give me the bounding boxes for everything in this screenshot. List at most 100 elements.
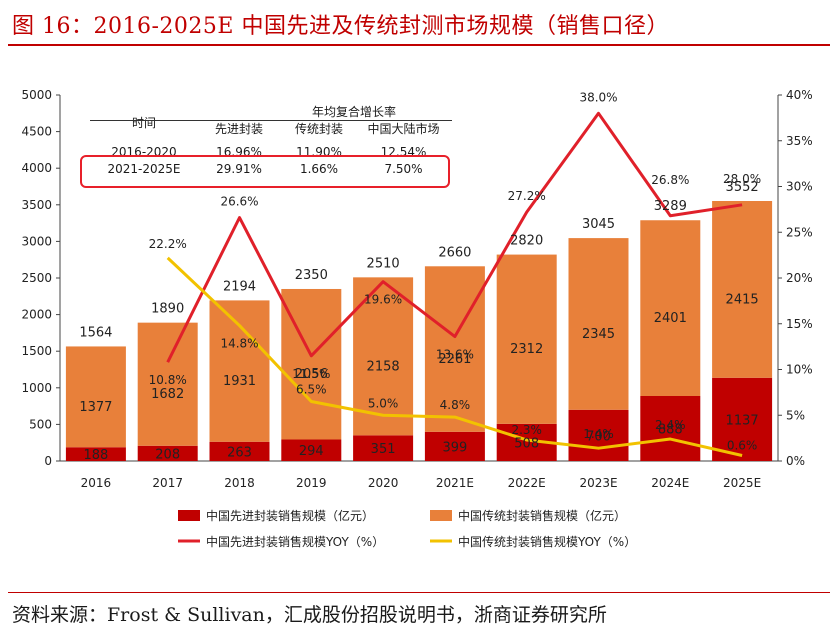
label-total: 1564 xyxy=(79,325,112,340)
label-traditional-yoy: 14.8% xyxy=(220,337,258,351)
x-tick-label: 2016 xyxy=(81,476,112,490)
label-traditional-yoy: 22.2% xyxy=(149,237,187,251)
cagr-row2-period: 2021-2025E xyxy=(107,162,181,176)
cagr-row2-mainland: 7.50% xyxy=(384,162,423,176)
left-tick-label: 5000 xyxy=(21,88,52,102)
left-tick-label: 0 xyxy=(44,454,52,468)
right-tick-label: 0% xyxy=(786,454,805,468)
x-tick-label: 2023E xyxy=(579,476,617,490)
right-tick-label: 5% xyxy=(786,408,805,422)
right-tick-label: 15% xyxy=(786,317,813,331)
label-traditional: 1682 xyxy=(151,387,184,402)
label-traditional-yoy: 2.4% xyxy=(655,418,686,432)
label-traditional-yoy: 4.8% xyxy=(440,398,471,412)
bar-traditional xyxy=(65,346,126,448)
x-tick-label: 2021E xyxy=(436,476,474,490)
label-traditional: 2158 xyxy=(367,359,400,374)
cagr-col-traditional: 传统封装 xyxy=(294,122,343,136)
bar-traditional xyxy=(209,300,270,442)
x-tick-label: 2024E xyxy=(651,476,689,490)
left-tick-label: 3000 xyxy=(21,234,52,248)
right-tick-label: 10% xyxy=(786,363,813,377)
cagr-header-rule xyxy=(90,120,452,121)
bar-traditional xyxy=(281,288,342,440)
label-traditional-yoy: 1.4% xyxy=(583,427,614,441)
label-total: 3552 xyxy=(726,180,759,195)
label-total: 1890 xyxy=(151,302,184,317)
bar-traditional xyxy=(712,200,773,378)
label-advanced: 1137 xyxy=(726,413,759,428)
x-tick-label: 2019 xyxy=(296,476,327,490)
cagr-group-header: 年均复合增长率 xyxy=(311,105,396,119)
label-traditional: 2401 xyxy=(654,311,687,326)
bar-advanced xyxy=(424,431,485,461)
right-tick-label: 20% xyxy=(786,271,813,285)
label-advanced-yoy: 26.6% xyxy=(220,195,258,209)
label-advanced-yoy: 27.2% xyxy=(508,189,546,203)
left-tick-label: 1500 xyxy=(21,344,52,358)
label-advanced: 700 xyxy=(586,429,611,444)
left-tick-label: 4000 xyxy=(21,161,52,175)
legend-advanced-yoy-label: 中国先进封装销售规模YOY（%） xyxy=(206,534,384,549)
label-advanced-yoy: 38.0% xyxy=(579,90,617,104)
x-tick-label: 2022E xyxy=(508,476,546,490)
lines xyxy=(166,111,743,457)
left-tick-label: 4500 xyxy=(21,125,52,139)
axes: 0 500 1000 1500 2000 2500 3000 3500 4000 4500 5000… xyxy=(21,88,812,490)
title-bar: 图 16：2016-2025E 中国先进及传统封测市场规模（销售口径） xyxy=(0,0,838,46)
legend-traditional-bar-label: 中国传统封装销售规模（亿元） xyxy=(458,508,626,523)
label-total: 3289 xyxy=(654,199,687,214)
cagr-col-mainland: 中国大陆市场 xyxy=(367,122,440,136)
label-advanced: 263 xyxy=(227,445,252,460)
label-traditional-yoy: 6.5% xyxy=(296,383,327,397)
label-total: 2660 xyxy=(438,245,471,260)
label-traditional-yoy: 5.0% xyxy=(368,396,399,410)
label-total: 2194 xyxy=(223,279,256,294)
left-tick-label: 3500 xyxy=(21,198,52,212)
label-traditional: 1377 xyxy=(79,400,112,415)
right-tick-label: 30% xyxy=(786,180,813,194)
bar-advanced xyxy=(65,447,126,461)
label-traditional: 1931 xyxy=(223,374,256,389)
legend-traditional-bar-swatch xyxy=(430,510,452,521)
legend-advanced-bar-label: 中国先进封装销售规模（亿元） xyxy=(206,508,374,523)
label-total: 2350 xyxy=(295,268,328,283)
label-traditional: 2345 xyxy=(582,327,615,342)
x-tick-label: 2020 xyxy=(368,476,399,490)
bar-traditional xyxy=(496,254,557,424)
bar-traditional xyxy=(568,238,629,410)
label-advanced-yoy: 13.6% xyxy=(436,348,474,362)
bar-traditional xyxy=(137,322,198,446)
bar-advanced xyxy=(209,441,270,461)
right-tick-label: 40% xyxy=(786,88,813,102)
figure-title: 图 16：2016-2025E 中国先进及传统封测市场规模（销售口径） xyxy=(12,14,669,39)
label-traditional: 2261 xyxy=(438,352,471,367)
cagr-row2-traditional: 1.66% xyxy=(299,162,339,176)
cagr-col-advanced: 先进封装 xyxy=(214,122,263,136)
label-traditional: 2056 xyxy=(295,367,328,382)
line-advanced-yoy xyxy=(166,111,743,363)
label-traditional: 2415 xyxy=(726,292,759,307)
left-tick-label: 2500 xyxy=(21,271,52,285)
bar-advanced xyxy=(353,435,414,461)
label-advanced-yoy: 26.8% xyxy=(651,173,689,187)
bar-advanced xyxy=(568,409,629,461)
label-advanced-yoy: 10.8% xyxy=(149,373,187,387)
label-advanced-yoy: 19.6% xyxy=(364,293,402,307)
bar-advanced xyxy=(640,395,701,461)
label-total: 2820 xyxy=(510,234,543,249)
x-tick-label: 2017 xyxy=(152,476,183,490)
right-tick-label: 25% xyxy=(786,225,813,239)
label-traditional-yoy: 2.3% xyxy=(511,423,542,437)
label-traditional-yoy: 0.6% xyxy=(727,439,758,453)
label-advanced: 888 xyxy=(658,422,683,437)
line-traditional-yoy xyxy=(166,256,743,457)
label-advanced-yoy: 11.5% xyxy=(292,367,330,381)
highlight-box xyxy=(80,155,450,188)
cagr-row2-advanced: 29.91% xyxy=(216,162,262,176)
label-advanced-yoy: 28.0% xyxy=(723,172,761,186)
title-divider xyxy=(8,44,830,46)
legend-traditional-yoy-label: 中国传统封装销售规模YOY（%） xyxy=(458,534,636,549)
left-tick-label: 500 xyxy=(29,417,52,431)
x-tick-label: 2018 xyxy=(224,476,255,490)
